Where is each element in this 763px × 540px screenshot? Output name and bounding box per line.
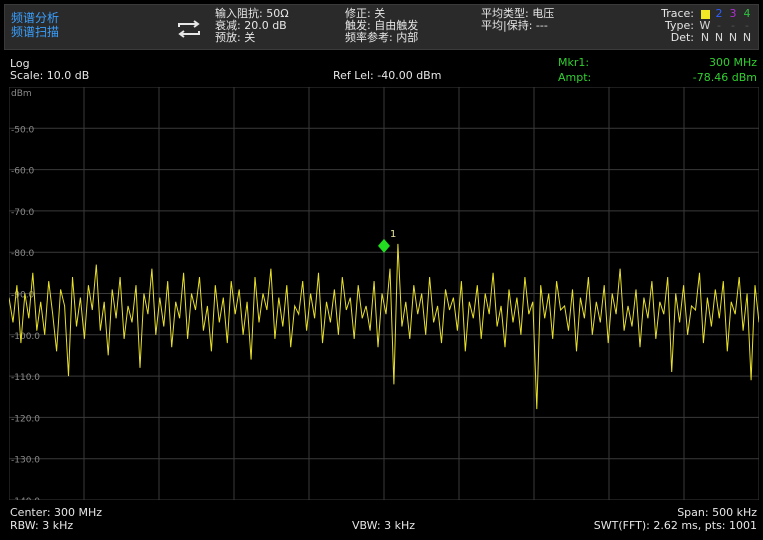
vbw[interactable]: VBW: 3 kHz (352, 519, 416, 532)
type-label: Type: (665, 19, 694, 32)
average-type: 平均类型: 电压 (481, 7, 555, 20)
freq-reference: 频率参考: 内部 (345, 31, 419, 44)
correction: 修正: 关 (345, 7, 386, 20)
scale-value[interactable]: Scale: 10.0 dB (10, 69, 90, 82)
marker-frequency: 300 MHz (708, 56, 757, 69)
trace-4-det: N (742, 31, 752, 44)
y-tick-label: -130.0 (11, 456, 40, 466)
y-tick-label: -110.0 (11, 373, 40, 383)
mode-label-sweep: 频谱扫描 (11, 25, 60, 39)
marker-1[interactable]: 1 (378, 229, 396, 253)
det-label: Det: (670, 31, 694, 44)
mode-label-analysis: 频谱分析 (11, 11, 60, 25)
det-row: Det: N N N N (661, 32, 754, 44)
y-tick-label: -80.0 (11, 249, 35, 259)
y-tick-label: -140.0 (11, 497, 40, 500)
trace-3-type: - (731, 19, 735, 32)
y-tick-label: -50.0 (11, 125, 35, 135)
spectrum-chart[interactable]: -50.0 -60.0 -70.0 -80.0 -90.0 -100.0 -110.0 -12… (9, 87, 759, 500)
spectrum-plot[interactable]: -50.0 -60.0 -70.0 -80.0 -90.0 -100.0 -110.0 -12… (9, 87, 759, 500)
input-settings[interactable]: 输入阻抗: 50Ω 衰减: 20.0 dB 预放: 关 (215, 8, 289, 44)
trigger: 触发: 自由触发 (345, 19, 419, 32)
trace-4-type: - (745, 19, 749, 32)
y-tick-label: -70.0 (11, 208, 35, 218)
continuous-sweep-icon[interactable] (175, 19, 203, 39)
trace-label: Trace: (661, 7, 694, 20)
average-settings[interactable]: 平均类型: 电压 平均|保持: --- (481, 8, 554, 32)
input-impedance: 输入阻抗: 50Ω (215, 7, 289, 20)
rbw[interactable]: RBW: 3 kHz (10, 519, 74, 532)
trace-1-type: W (699, 19, 711, 32)
center-frequency[interactable]: Center: 300 MHz (10, 506, 103, 519)
unit-label: dBm (11, 89, 32, 99)
trace-3-det: N (728, 31, 738, 44)
ampt-label: Ampt: (558, 71, 592, 84)
trigger-settings[interactable]: 修正: 关 触发: 自由触发 频率参考: 内部 (345, 8, 418, 44)
span[interactable]: Span: 500 kHz (677, 506, 757, 519)
trace-4[interactable]: 4 (743, 7, 751, 20)
status-header: 频谱分析 频谱扫描 输入阻抗: 50Ω 衰减: 20.0 dB 预放: 关 修正… (4, 4, 759, 50)
average-hold: 平均|保持: --- (481, 19, 548, 32)
trace-2-type: - (717, 19, 721, 32)
marker-number: 1 (390, 229, 396, 240)
trace-1-swatch[interactable] (698, 8, 712, 20)
trace-row: Trace: 2 3 4 (661, 8, 754, 20)
trace-2[interactable]: 2 (715, 7, 723, 20)
y-tick-label: -60.0 (11, 167, 35, 177)
mode-selector[interactable]: 频谱分析 频谱扫描 (11, 11, 59, 39)
y-axis-labels: -50.0 -60.0 -70.0 -80.0 -90.0 -100.0 -110.0 -12… (11, 125, 40, 500)
y-tick-label: -120.0 (11, 414, 40, 424)
ref-level[interactable]: Ref Lel: -40.00 dBm (333, 69, 442, 82)
trace-1-det: N (700, 31, 710, 44)
sweep-time[interactable]: SWT(FFT): 2.62 ms, pts: 1001 (593, 519, 757, 532)
marker-diamond-icon[interactable] (378, 238, 390, 253)
preamp: 预放: 关 (215, 31, 256, 44)
type-row: Type: W - - - (661, 20, 754, 32)
trace-panel[interactable]: Trace: 2 3 4 Type: W - - - Det: N N N N (661, 8, 754, 44)
trace-3[interactable]: 3 (729, 7, 737, 20)
y-tick-label: -90.0 (11, 291, 35, 301)
trace-1-line (9, 243, 759, 410)
attenuation: 衰减: 20.0 dB (215, 19, 287, 32)
marker-label: Mkr1: (558, 56, 590, 69)
scale-type: Log (10, 57, 30, 70)
y-tick-label: -100.0 (11, 332, 40, 342)
marker-amplitude: -78.46 dBm (692, 71, 757, 84)
trace-2-det: N (714, 31, 724, 44)
